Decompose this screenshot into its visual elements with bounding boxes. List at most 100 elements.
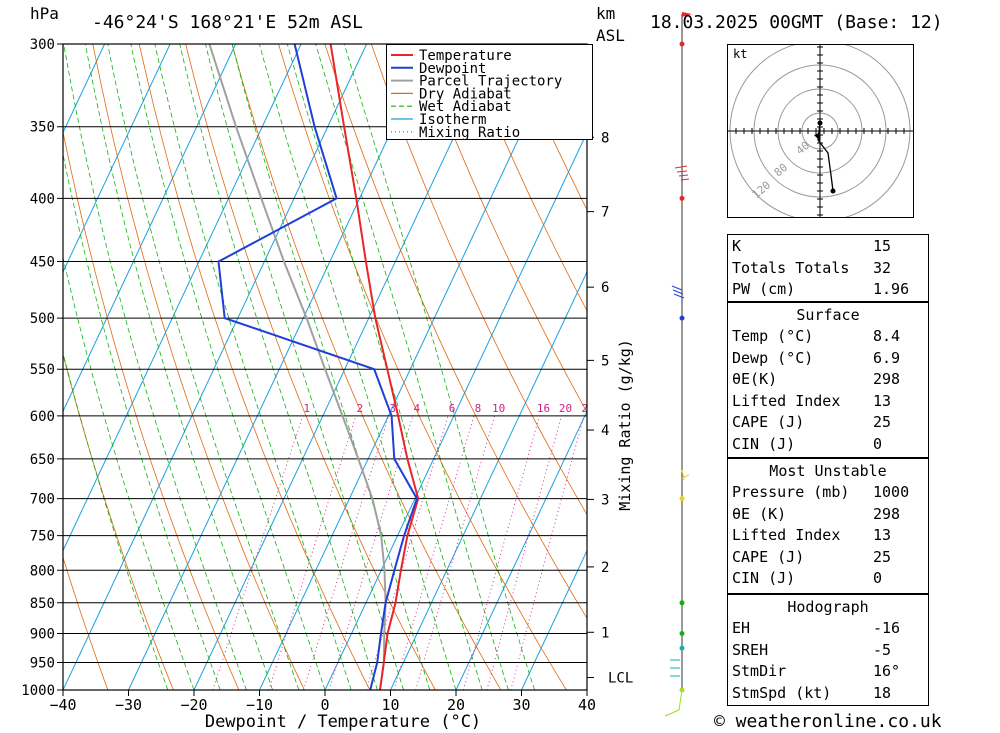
row-value: 1000 (873, 483, 910, 501)
x-tick-label: 30 (512, 696, 530, 714)
row-value: 16° (873, 662, 901, 680)
indices-table: K 15 Totals Totals 32 PW (cm) 1.96 (727, 234, 929, 302)
row-key: CAPE (J) (732, 413, 805, 431)
isotherm-line (128, 44, 433, 690)
wind-level-dot (679, 315, 685, 321)
table-row: PW (cm) 1.96 (728, 278, 928, 299)
isotherm-line (63, 44, 302, 552)
mixing-ratio-line (303, 415, 390, 690)
dry-adiabat-line (975, 44, 1000, 690)
row-key: EH (732, 619, 751, 637)
row-value: 13 (873, 526, 892, 544)
hodograph-ring-label: 40 (794, 139, 813, 157)
row-key: K (732, 237, 742, 255)
table-row: Lifted Index 13 (728, 524, 928, 545)
credit-link[interactable]: © weatheronline.co.uk (714, 711, 942, 732)
km-tick-label: 4 (601, 423, 609, 439)
mixing-ratio-value-label: 1 (304, 402, 311, 415)
pressure-tick-label: 1000 (21, 683, 55, 699)
row-key: CIN (J) (732, 434, 796, 453)
isotherm-line (63, 44, 368, 690)
x-tick-label: 20 (447, 696, 465, 714)
pressure-tick-label: 850 (30, 596, 55, 612)
wind-top-flag (682, 12, 692, 17)
mixing-ratio-axis-label: Mixing Ratio (g/kg) (616, 339, 634, 511)
row-value: 32 (873, 258, 892, 277)
x-tick-label: −10 (246, 696, 273, 714)
wet-adiabat-line (63, 44, 247, 690)
km-tick-label: 3 (601, 492, 609, 508)
km-tick-label: 6 (601, 280, 609, 296)
dewpoint-line (217, 44, 418, 690)
dry-adiabat-line (63, 556, 109, 690)
row-value: -5 (873, 640, 892, 659)
hodograph-point (830, 188, 836, 194)
pressure-tick-label: 600 (30, 409, 55, 425)
wet-adiabat-line (130, 44, 326, 690)
km-tick-label: 7 (601, 205, 609, 221)
wind-barb (674, 165, 690, 181)
table-title: Surface (796, 306, 860, 324)
table-row: StmDir 16° (728, 660, 928, 681)
row-key: Dewp (°C) (732, 348, 814, 367)
mixing-ratio-value-label: 10 (492, 402, 505, 415)
wind-barb (671, 285, 685, 299)
isotherm-line (521, 549, 587, 690)
table-row: θE (K) 298 (728, 503, 928, 524)
row-value: 6.9 (873, 348, 901, 367)
row-key: CIN (J) (732, 569, 796, 587)
x-tick-label: −40 (49, 696, 76, 714)
dry-adiabat-line (417, 44, 587, 414)
x-tick-label: 0 (320, 696, 329, 714)
x-axis-label: Dewpoint / Temperature (°C) (205, 712, 481, 732)
row-key: θE(K) (732, 370, 778, 388)
wet-adiabat-line (179, 44, 378, 690)
table-row: Lifted Index 13 (728, 390, 928, 411)
table-title: Hodograph (787, 598, 869, 616)
wind-level-dot (679, 630, 685, 636)
mixing-ratio-value-label: 20 (559, 402, 572, 415)
x-tick-label: −20 (180, 696, 207, 714)
hodograph-unit-label: kt (733, 47, 747, 61)
km-label: km (596, 4, 616, 23)
table-row: CAPE (J) 25 (728, 411, 928, 432)
mixing-ratio-line (212, 415, 304, 690)
row-value: -16 (873, 619, 901, 637)
isotherm-line (259, 44, 564, 690)
row-key: θE (K) (732, 504, 787, 523)
wind-level-dot (679, 496, 685, 502)
asl-label: ASL (596, 26, 625, 45)
isotherm-line (390, 270, 587, 690)
row-value: 25 (873, 413, 892, 431)
row-value: 18 (873, 683, 892, 702)
dry-adiabat-line (463, 44, 587, 312)
row-key: Pressure (mb) (732, 483, 850, 501)
wind-level-dot (679, 41, 685, 47)
dry-adiabat-line (928, 44, 1000, 690)
table-row: K 15 (728, 235, 928, 256)
row-value: 8.4 (873, 327, 901, 345)
row-key: Lifted Index (732, 526, 841, 544)
x-tick-label: 10 (381, 696, 399, 714)
row-key: PW (cm) (732, 280, 796, 298)
parcel-trajectory-line (208, 44, 387, 690)
table-row: StmSpd (kt) 18 (728, 682, 928, 703)
row-key: Temp (°C) (732, 327, 814, 345)
wind-barb (681, 469, 690, 481)
mixing-ratio-value-label: 8 (475, 402, 482, 415)
km-tick-label: 2 (601, 560, 609, 576)
legend-entry-label: Isotherm (419, 112, 486, 128)
pressure-tick-label: 800 (30, 563, 55, 579)
dry-adiabat-line (63, 129, 240, 690)
pressure-tick-label: 700 (30, 492, 55, 508)
legend-entry-label: Mixing Ratio (419, 125, 520, 139)
pressure-tick-label: 650 (30, 452, 55, 468)
hodograph-stats-table: Hodograph EH -16 SREH -5 StmDir 16° StmSpd (kt)… (727, 594, 929, 706)
table-row: CIN (J) 0 (728, 567, 928, 588)
row-key: CAPE (J) (732, 547, 805, 566)
table-row: SREH -5 (728, 639, 928, 660)
row-value: 25 (873, 547, 892, 566)
wind-level-dot (679, 600, 685, 606)
wet-adiabat-line (63, 350, 169, 690)
pressure-tick-label: 400 (30, 191, 55, 207)
